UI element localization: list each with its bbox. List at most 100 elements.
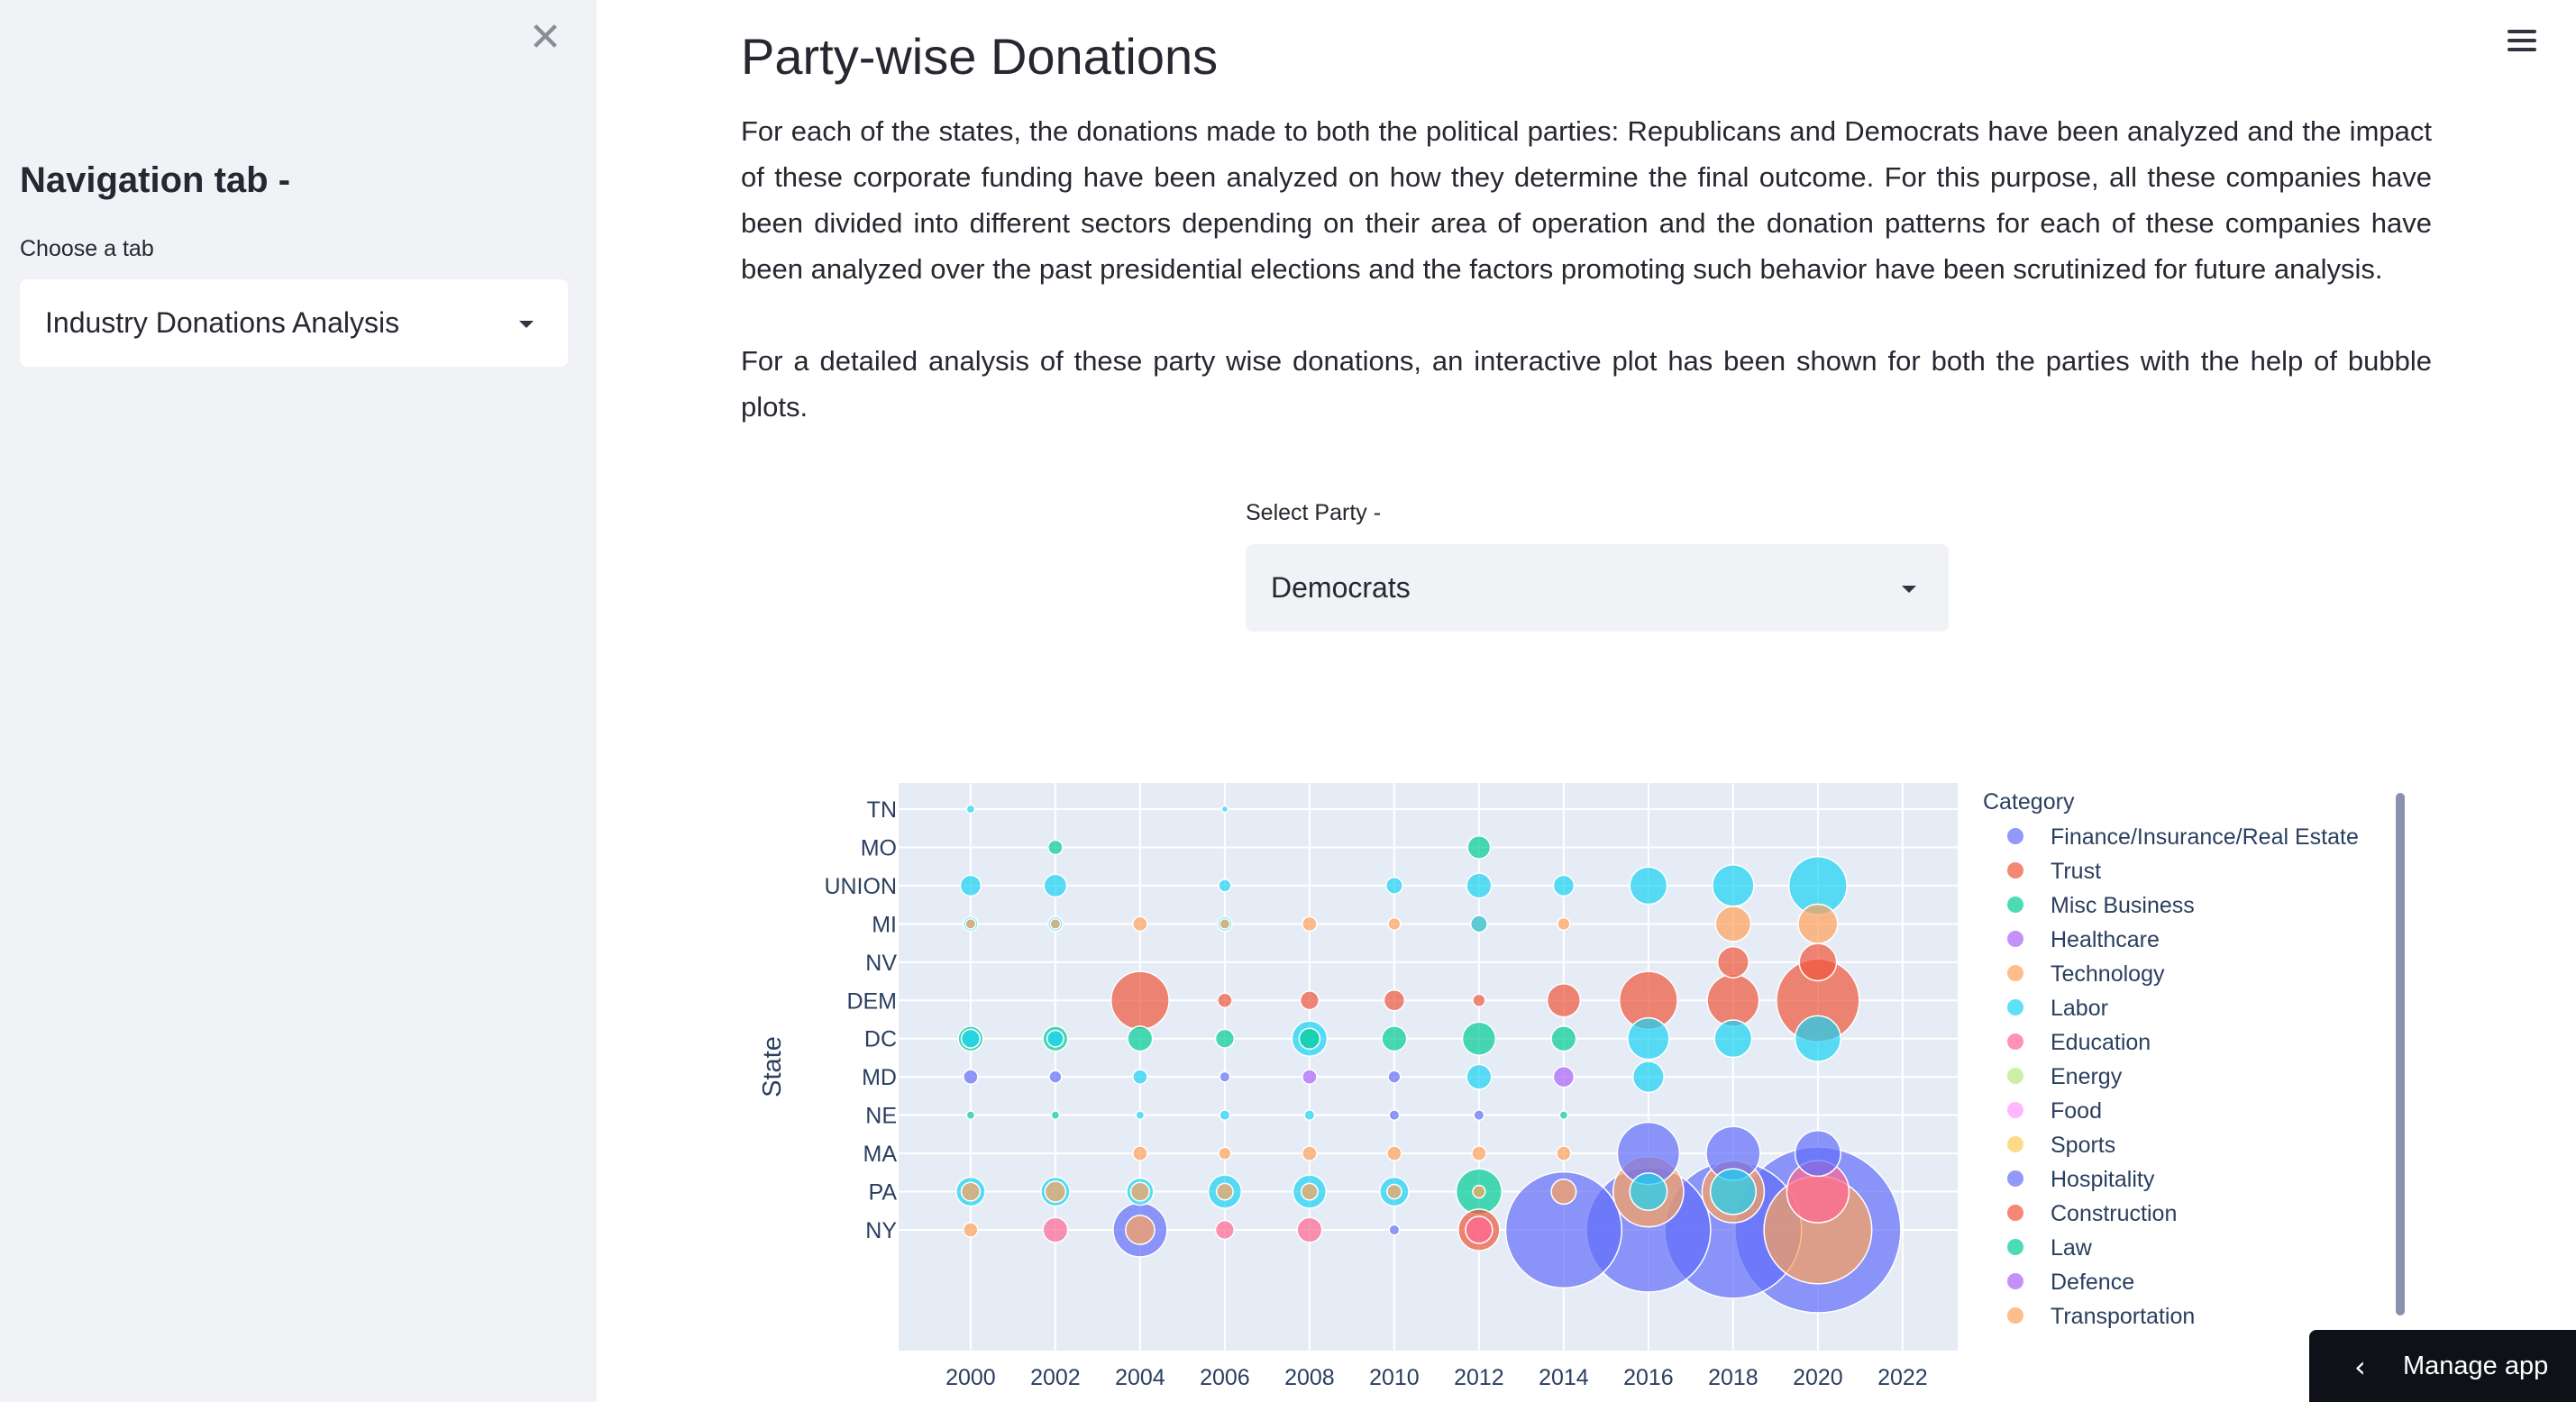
- bubble-point[interactable]: [1466, 1063, 1493, 1090]
- bubble-point[interactable]: [960, 1181, 981, 1202]
- bubble-point[interactable]: [1466, 872, 1493, 899]
- bubble-point[interactable]: [1299, 990, 1320, 1011]
- bubble-point[interactable]: [963, 1069, 979, 1085]
- bubble-point[interactable]: [1550, 1178, 1577, 1206]
- legend-item[interactable]: Transportation: [2007, 1304, 2195, 1329]
- bubble-point[interactable]: [1049, 917, 1062, 930]
- bubble-point[interactable]: [1219, 917, 1231, 930]
- legend-item[interactable]: Energy: [2007, 1064, 2123, 1089]
- manage-app-button[interactable]: ‹ Manage app: [2309, 1330, 2576, 1402]
- bubble-point[interactable]: [965, 804, 976, 815]
- bubble-point[interactable]: [1794, 1130, 1841, 1178]
- bubble-point[interactable]: [1303, 1109, 1316, 1122]
- bubble-point[interactable]: [1552, 1065, 1576, 1088]
- bubble-point[interactable]: [1465, 1215, 1494, 1244]
- bubble-point[interactable]: [1558, 1110, 1569, 1120]
- bubble-point[interactable]: [1712, 864, 1755, 907]
- bubble-point[interactable]: [1042, 1216, 1069, 1243]
- bubble-point[interactable]: [1302, 1069, 1318, 1085]
- bubble-point[interactable]: [964, 917, 977, 930]
- bubble-point[interactable]: [1214, 1219, 1236, 1241]
- bubble-point[interactable]: [1386, 1145, 1402, 1161]
- bubble-point[interactable]: [1132, 915, 1148, 933]
- bubble-point[interactable]: [1296, 1216, 1323, 1243]
- legend-item[interactable]: Trust: [2007, 859, 2101, 884]
- bubble-point[interactable]: [1132, 1069, 1148, 1085]
- bubble-point[interactable]: [1631, 1061, 1665, 1094]
- legend-scrollbar[interactable]: [2396, 793, 2405, 1316]
- bubble-point[interactable]: [960, 1028, 981, 1049]
- bubble-point[interactable]: [1473, 1109, 1485, 1122]
- bubble-point[interactable]: [1552, 874, 1576, 897]
- bubble-point[interactable]: [1461, 1021, 1497, 1056]
- bubble-point[interactable]: [1629, 1172, 1668, 1211]
- bubble-point[interactable]: [1219, 1070, 1231, 1083]
- bubble-point[interactable]: [1550, 1025, 1577, 1052]
- bubble-point[interactable]: [963, 1222, 979, 1238]
- bubble-point[interactable]: [1298, 1027, 1321, 1050]
- hamburger-menu-icon[interactable]: [2504, 25, 2540, 58]
- bubble-point[interactable]: [1302, 915, 1318, 933]
- bubble-point[interactable]: [1546, 983, 1582, 1018]
- bubble-point[interactable]: [1472, 993, 1486, 1007]
- bubble-point[interactable]: [1214, 1028, 1236, 1049]
- bubble-point[interactable]: [1215, 1182, 1234, 1201]
- legend-item[interactable]: Finance/Insurance/Real Estate: [2007, 824, 2359, 850]
- bubble-point[interactable]: [1219, 1109, 1231, 1122]
- legend-item[interactable]: Hospitality: [2007, 1167, 2155, 1192]
- bubble-point[interactable]: [1386, 1183, 1402, 1200]
- bubble-point[interactable]: [1471, 1145, 1487, 1161]
- bubble-point[interactable]: [1794, 1015, 1841, 1062]
- bubble-point[interactable]: [965, 1110, 976, 1120]
- bubble-point[interactable]: [1110, 970, 1170, 1031]
- legend-item[interactable]: Defence: [2007, 1270, 2134, 1295]
- bubble-point[interactable]: [1047, 839, 1064, 856]
- legend-item[interactable]: Technology: [2007, 961, 2165, 987]
- bubble-point[interactable]: [1714, 906, 1752, 942]
- tab-select[interactable]: Industry Donations Analysis: [20, 279, 568, 367]
- bubble-chart[interactable]: 2000 2002 2004 2006 2008 2010 2012 2014 2016 2018…: [739, 775, 2416, 1402]
- bubble-point[interactable]: [1387, 916, 1402, 932]
- party-select[interactable]: Democrats: [1246, 544, 1949, 632]
- legend-item[interactable]: Sports: [2007, 1133, 2115, 1158]
- bubble-point[interactable]: [1129, 1181, 1150, 1202]
- bubble-point[interactable]: [1472, 1184, 1486, 1199]
- bubble-point[interactable]: [1716, 945, 1749, 979]
- bubble-point[interactable]: [1046, 1029, 1064, 1048]
- bubble-point[interactable]: [1218, 1146, 1232, 1161]
- bubble-point[interactable]: [1217, 992, 1233, 1009]
- bubble-point[interactable]: [1383, 989, 1406, 1012]
- bubble-point[interactable]: [1381, 1025, 1408, 1052]
- bubble-point[interactable]: [959, 874, 982, 897]
- bubble-point[interactable]: [1135, 1110, 1146, 1120]
- bubble-point[interactable]: [1466, 835, 1492, 860]
- bubble-point[interactable]: [1300, 1182, 1319, 1201]
- bubble-point[interactable]: [1048, 1070, 1063, 1084]
- bubble-point[interactable]: [1044, 1180, 1067, 1203]
- bubble-point[interactable]: [1388, 1224, 1401, 1236]
- bubble-point[interactable]: [1469, 915, 1488, 933]
- bubble-point[interactable]: [1387, 1070, 1402, 1084]
- bubble-point[interactable]: [1125, 1215, 1156, 1245]
- bubble-point[interactable]: [1627, 1016, 1670, 1061]
- bubble-point[interactable]: [1043, 873, 1068, 898]
- bubble-point[interactable]: [1706, 973, 1760, 1027]
- bubble-point[interactable]: [1218, 879, 1232, 893]
- bubble-point[interactable]: [1384, 876, 1403, 895]
- bubble-point[interactable]: [1556, 1145, 1572, 1161]
- legend-item[interactable]: Food: [2007, 1098, 2102, 1124]
- bubble-point[interactable]: [1504, 1170, 1623, 1289]
- legend-item[interactable]: Education: [2007, 1030, 2151, 1055]
- bubble-point[interactable]: [1302, 1145, 1318, 1161]
- close-sidebar-icon[interactable]: ✕: [528, 14, 562, 60]
- legend-item[interactable]: Construction: [2007, 1201, 2177, 1226]
- bubble-point[interactable]: [1798, 942, 1838, 982]
- bubble-point[interactable]: [1629, 866, 1668, 906]
- bubble-point[interactable]: [1557, 916, 1571, 932]
- bubble-point[interactable]: [1220, 805, 1229, 814]
- bubble-point[interactable]: [1709, 1168, 1757, 1215]
- legend-item[interactable]: Healthcare: [2007, 927, 2160, 952]
- legend-item[interactable]: Misc Business: [2007, 893, 2195, 918]
- legend-item[interactable]: Law: [2007, 1235, 2093, 1261]
- bubble-point[interactable]: [1388, 1109, 1401, 1122]
